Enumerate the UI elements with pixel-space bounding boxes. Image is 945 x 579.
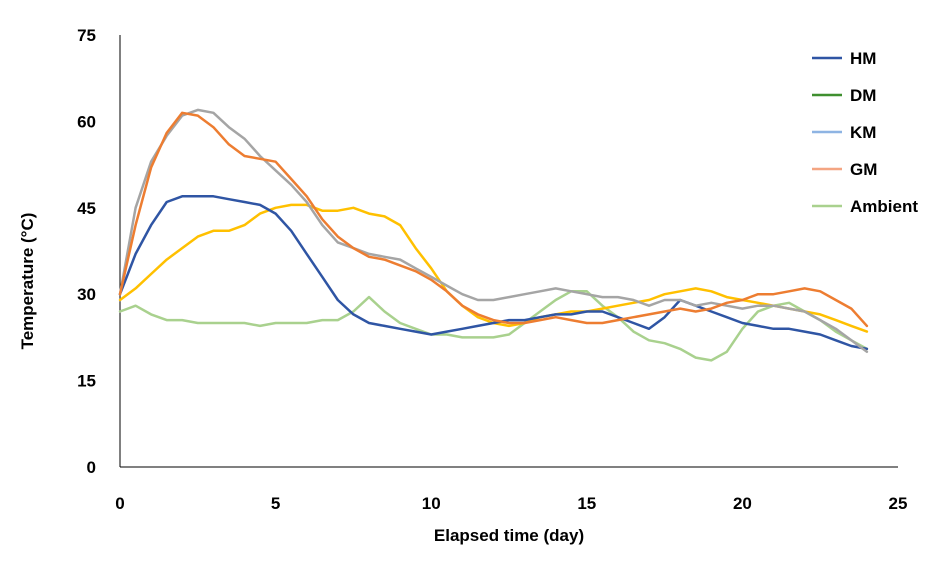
series-line-gm xyxy=(118,203,869,333)
y-tick-label: 45 xyxy=(77,199,96,218)
series-line-km xyxy=(118,108,869,354)
x-axis-title: Elapsed time (day) xyxy=(434,526,584,545)
x-tick-label: 5 xyxy=(271,494,280,513)
axes xyxy=(119,35,898,468)
series-line-hm xyxy=(118,195,869,351)
tick-labels: 0 15 30 45 60 75 0 5 10 15 20 25 xyxy=(77,26,907,513)
x-tick-label: 25 xyxy=(889,494,908,513)
legend-label-ambient: Ambient xyxy=(850,197,918,216)
x-tick-label: 20 xyxy=(733,494,752,513)
legend-label-gm: GM xyxy=(850,160,877,179)
y-tick-label: 30 xyxy=(77,285,96,304)
y-tick-label: 0 xyxy=(87,458,96,477)
series-line-dm xyxy=(118,111,869,328)
y-axis-title: Temperature (°C) xyxy=(18,213,37,350)
x-tick-label: 0 xyxy=(115,494,124,513)
legend-label-hm: HM xyxy=(850,49,876,68)
series-line-ambient xyxy=(118,290,869,362)
y-tick-label: 75 xyxy=(77,26,96,45)
x-tick-label: 15 xyxy=(577,494,596,513)
y-tick-label: 15 xyxy=(77,372,96,391)
series-lines xyxy=(118,108,869,362)
legend-label-km: KM xyxy=(850,123,876,142)
y-tick-label: 60 xyxy=(77,112,96,131)
x-tick-label: 10 xyxy=(422,494,441,513)
legend: HM DM KM GM Ambient xyxy=(812,49,918,216)
legend-label-dm: DM xyxy=(850,86,876,105)
